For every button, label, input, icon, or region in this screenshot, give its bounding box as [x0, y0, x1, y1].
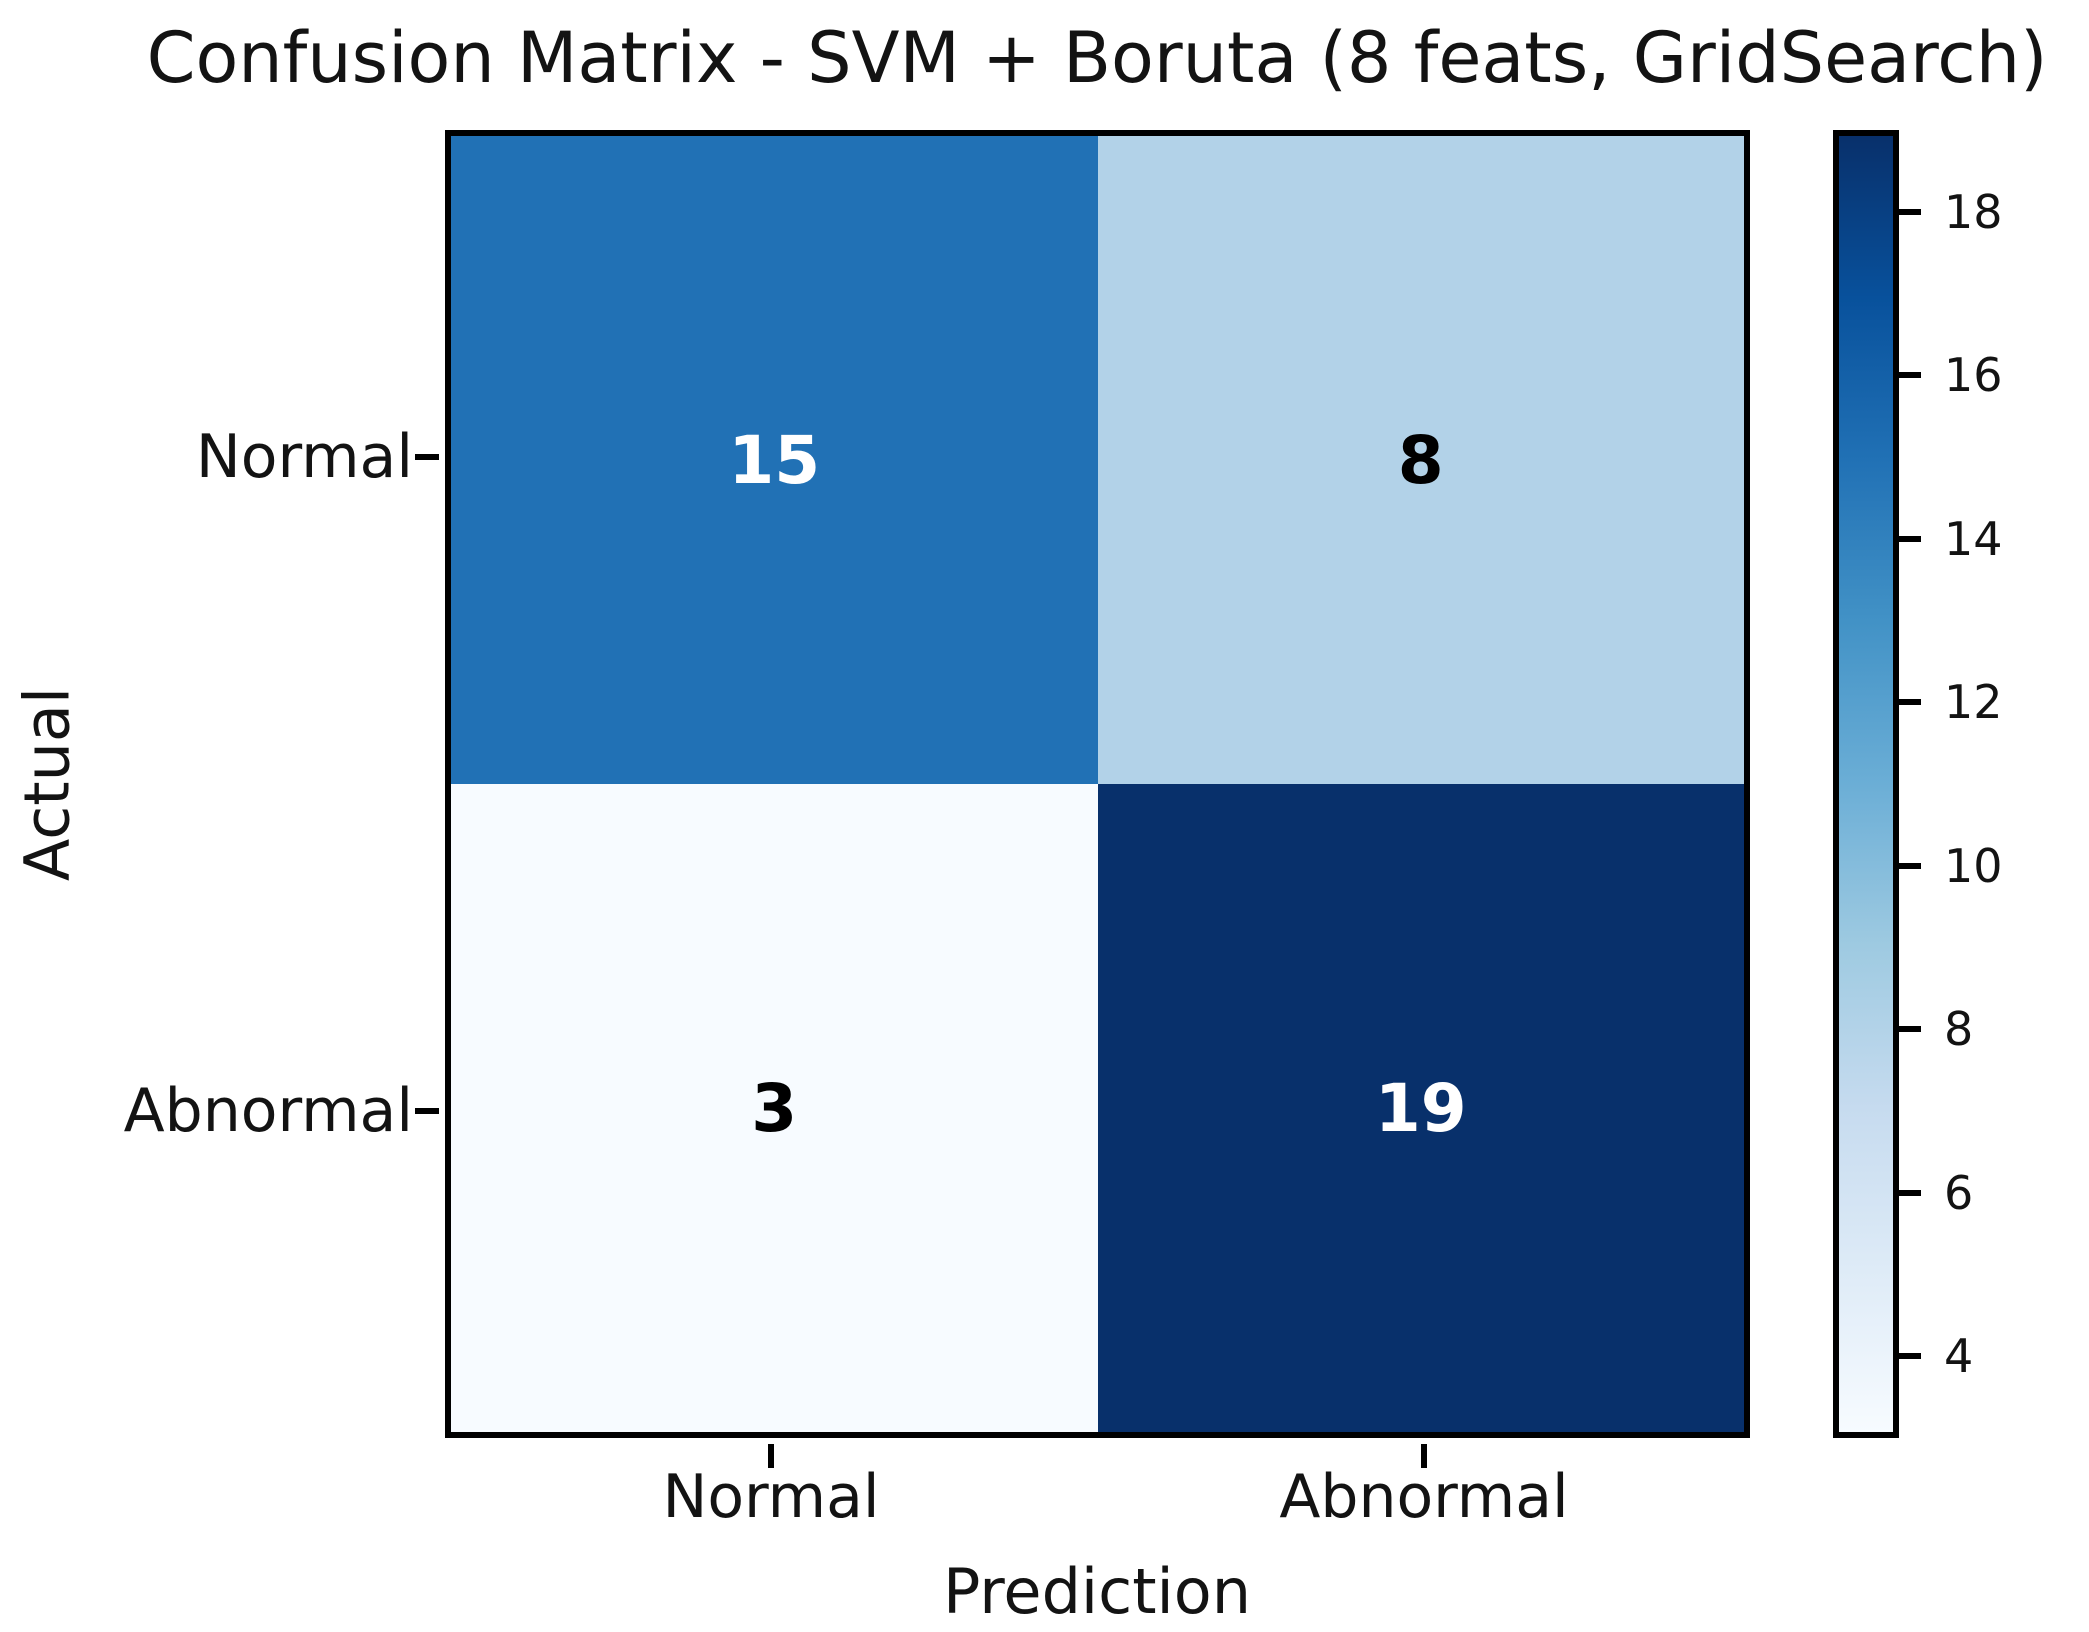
cell-actual-abnormal-pred-abnormal: 19: [1097, 784, 1744, 1432]
colorbar: [1833, 130, 1899, 1438]
y-tick-label-abnormal: Abnormal: [123, 1076, 413, 1146]
colorbar-tick-label: 12: [1944, 675, 2003, 729]
y-tick-mark-abnormal: [415, 1108, 439, 1114]
colorbar-tick-label: 4: [1944, 1329, 1974, 1383]
colorbar-tick-label: 10: [1944, 839, 2003, 893]
colorbar-tick-mark: [1899, 863, 1921, 869]
colorbar-tick-mark: [1899, 699, 1921, 705]
colorbar-tick-mark: [1899, 536, 1921, 542]
cell-actual-normal-pred-normal: 15: [451, 136, 1098, 784]
heatmap-plot: 15 8 3 19: [445, 130, 1750, 1438]
x-axis-title: Prediction: [942, 1555, 1252, 1628]
colorbar-tick-mark: [1899, 1190, 1921, 1196]
x-tick-label-normal: Normal: [662, 1462, 880, 1532]
y-axis-title: Actual: [10, 686, 84, 882]
y-tick-mark-normal: [415, 454, 439, 460]
chart-title: Confusion Matrix - SVM + Boruta (8 feats…: [146, 17, 2048, 99]
colorbar-tick-mark: [1899, 1026, 1921, 1032]
y-tick-label-normal: Normal: [195, 422, 413, 492]
colorbar-tick-mark: [1899, 1353, 1921, 1359]
colorbar-tick-label: 16: [1944, 348, 2003, 402]
colorbar-tick-label: 6: [1944, 1166, 1974, 1220]
colorbar-tick-mark: [1899, 372, 1921, 378]
cell-actual-abnormal-pred-normal: 3: [451, 784, 1098, 1432]
colorbar-tick-label: 18: [1944, 185, 2003, 239]
colorbar-tick-label: 8: [1944, 1002, 1974, 1056]
colorbar-tick-mark: [1899, 209, 1921, 215]
cell-actual-normal-pred-abnormal: 8: [1097, 136, 1744, 784]
x-tick-label-abnormal: Abnormal: [1279, 1462, 1569, 1532]
x-tick-mark-normal: [768, 1444, 774, 1468]
colorbar-tick-label: 14: [1944, 512, 2003, 566]
x-tick-mark-abnormal: [1421, 1444, 1427, 1468]
